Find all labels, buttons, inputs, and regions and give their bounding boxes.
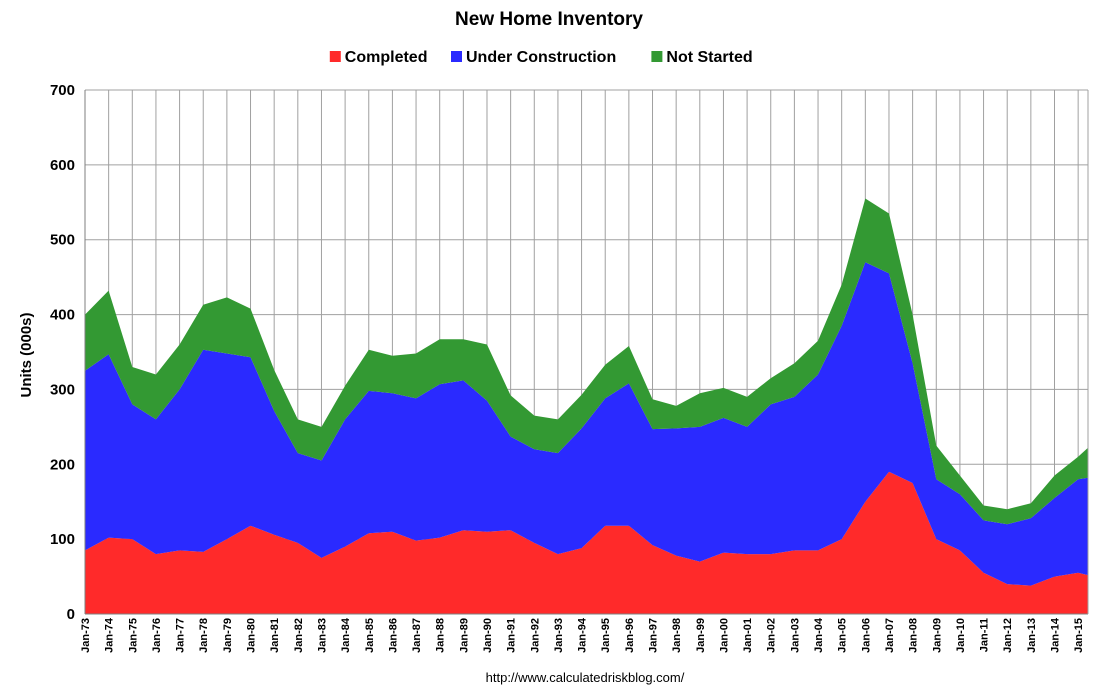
- y-tick-label: 500: [50, 232, 75, 249]
- legend-swatch: [329, 51, 341, 62]
- legend-swatch: [451, 51, 462, 62]
- x-tick-label: Jan-96: [624, 618, 636, 653]
- y-axis-ticks: 0 100 200 300 400 500 600 700: [50, 82, 75, 623]
- y-tick-label: 300: [50, 381, 75, 398]
- x-tick-label: Jan-13: [1026, 618, 1038, 653]
- x-tick-label: Jan-98: [671, 618, 683, 653]
- footer-url: http://www.calculatedriskblog.com/: [486, 670, 685, 685]
- legend-swatch: [651, 51, 663, 62]
- plot-areas: [85, 198, 1088, 614]
- x-tick-label: Jan-99: [695, 618, 707, 653]
- x-tick-label: Jan-12: [1002, 618, 1014, 653]
- x-tick-label: Jan-78: [198, 618, 210, 653]
- x-tick-label: Jan-79: [222, 618, 234, 653]
- x-tick-label: Jan-09: [931, 618, 943, 653]
- x-tick-label: Jan-11: [979, 618, 991, 652]
- area-under-construction: [85, 262, 1088, 586]
- x-tick-label: Jan-97: [648, 618, 660, 653]
- x-tick-label: Jan-03: [789, 618, 801, 653]
- y-tick-label: 0: [67, 606, 75, 623]
- x-tick-label: Jan-07: [884, 618, 896, 653]
- x-tick-label: Jan-86: [387, 618, 399, 653]
- area-completed: [85, 471, 1088, 614]
- legend-label: Completed: [345, 49, 428, 66]
- x-tick-label: Jan-81: [269, 618, 281, 653]
- x-tick-label: Jan-74: [104, 617, 116, 653]
- legend-label: Under Construction: [466, 49, 616, 66]
- x-tick-label: Jan-05: [837, 618, 849, 653]
- axes: [84, 90, 1089, 615]
- x-tick-label: Jan-14: [1050, 617, 1062, 653]
- legend-label: Not Started: [666, 49, 752, 66]
- x-tick-label: Jan-77: [175, 618, 187, 653]
- x-tick-label: Jan-08: [908, 618, 920, 653]
- x-tick-label: Jan-90: [482, 618, 494, 653]
- x-tick-label: Jan-10: [955, 618, 967, 653]
- x-tick-label: Jan-94: [577, 617, 589, 653]
- x-tick-label: Jan-88: [435, 618, 447, 653]
- x-tick-label: Jan-92: [529, 618, 541, 653]
- x-axis-ticks: Jan-73 Jan-74 Jan-75 Jan-76 Jan-77 Jan-78 Jan-…: [80, 617, 1085, 653]
- x-tick-label: Jan-82: [293, 618, 305, 653]
- x-tick-label: Jan-06: [860, 618, 872, 653]
- x-tick-label: Jan-80: [246, 618, 258, 653]
- y-tick-label: 100: [50, 531, 75, 548]
- y-tick-label: 200: [50, 456, 75, 473]
- x-tick-label: Jan-73: [80, 618, 92, 653]
- y-tick-label: 700: [50, 82, 75, 99]
- y-tick-label: 600: [50, 157, 75, 174]
- x-tick-label: Jan-83: [317, 618, 329, 653]
- x-tick-label: Jan-75: [127, 618, 139, 653]
- x-tick-label: Jan-89: [458, 618, 470, 653]
- x-tick-label: Jan-01: [742, 618, 754, 653]
- x-tick-label: Jan-93: [553, 618, 565, 653]
- legend: Completed Under Construction Not Started: [329, 49, 753, 66]
- x-tick-label: Jan-15: [1073, 618, 1085, 653]
- y-tick-label: 400: [50, 307, 75, 324]
- x-tick-label: Jan-00: [719, 618, 731, 653]
- y-axis-label: Units (000s): [18, 312, 35, 397]
- x-tick-label: Jan-91: [506, 618, 518, 653]
- x-tick-label: Jan-87: [411, 618, 423, 653]
- x-tick-label: Jan-02: [766, 618, 778, 653]
- chart-title: New Home Inventory: [455, 9, 643, 30]
- x-tick-label: Jan-84: [340, 617, 352, 653]
- x-tick-label: Jan-76: [151, 618, 163, 653]
- x-tick-label: Jan-04: [813, 617, 825, 653]
- x-tick-label: Jan-95: [600, 618, 612, 653]
- x-tick-label: Jan-85: [364, 618, 376, 653]
